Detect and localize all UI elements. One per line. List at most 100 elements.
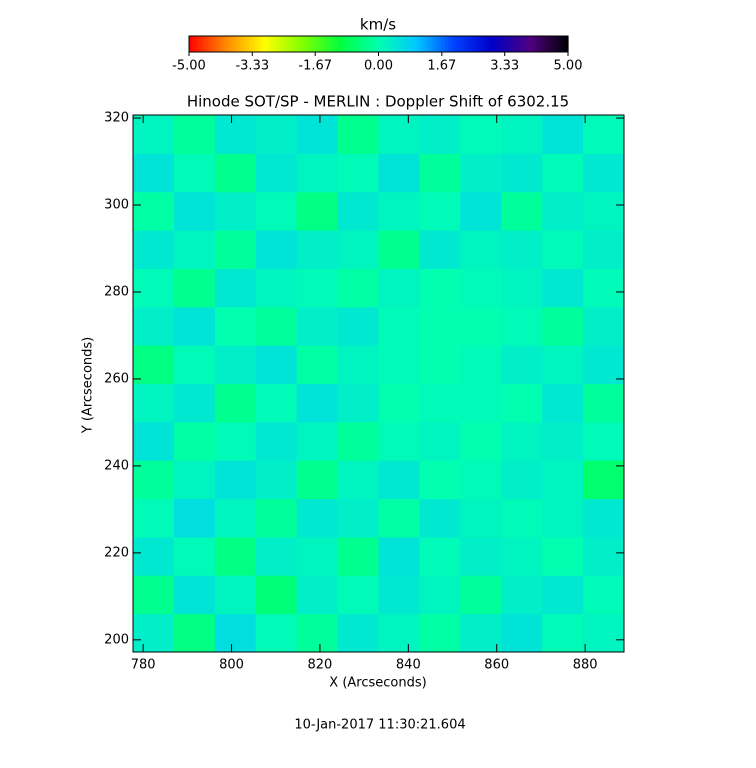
heatmap-cell — [542, 536, 584, 576]
heatmap-cell — [460, 306, 502, 346]
x-tick-label: 800 — [219, 658, 244, 673]
heatmap-cell — [460, 191, 502, 231]
x-tick-label: 860 — [484, 658, 509, 673]
colorbar-tick-label: -5.00 — [172, 59, 206, 74]
heatmap-cell — [173, 230, 216, 269]
colorbar-swatch — [451, 36, 455, 52]
heatmap-cell — [419, 153, 461, 193]
colorbar-swatch — [444, 36, 449, 52]
colorbar-swatch — [369, 36, 373, 52]
heatmap-cell — [214, 153, 257, 193]
heatmap-cell — [133, 191, 175, 231]
heatmap-cell — [583, 383, 625, 423]
colorbar-swatch — [207, 36, 212, 52]
heatmap-cell — [296, 536, 339, 576]
heatmap-cell — [296, 268, 339, 308]
colorbar-swatch — [466, 36, 471, 52]
colorbar-swatch — [327, 36, 332, 52]
x-tick-label: 840 — [396, 658, 421, 673]
heatmap-cell — [337, 421, 379, 461]
heatmap-cell — [255, 153, 298, 193]
heatmap-cell — [419, 498, 461, 538]
colorbar-swatch — [211, 36, 215, 52]
colorbar-swatch — [340, 36, 345, 52]
colorbar-swatch — [539, 36, 544, 52]
heatmap-cell — [542, 345, 584, 384]
heatmap-cell — [337, 460, 379, 500]
colorbar-swatch — [274, 36, 279, 52]
colorbar-swatch — [422, 36, 427, 52]
colorbar-swatch — [498, 36, 503, 52]
colorbar-tick-label: -3.33 — [235, 59, 269, 74]
heatmap-cell — [255, 268, 298, 308]
heatmap-cell — [501, 575, 543, 615]
heatmap-cell — [378, 498, 420, 538]
colorbar-swatch — [362, 36, 367, 52]
colorbar-swatch — [476, 36, 481, 52]
heatmap-cell — [460, 153, 502, 193]
heatmap-cell — [296, 460, 339, 500]
heatmap-cell — [255, 306, 298, 346]
heatmap-cell — [460, 115, 502, 154]
heatmap-cell — [378, 268, 420, 308]
heatmap-cell — [419, 230, 461, 269]
x-tick-label: 780 — [131, 658, 156, 673]
heatmap-cell — [296, 498, 339, 538]
heatmap-cell — [542, 268, 584, 308]
heatmap-cell — [501, 306, 543, 346]
heatmap-cell — [296, 421, 339, 461]
colorbar-swatch — [226, 36, 231, 52]
heatmap-cell — [255, 345, 298, 384]
colorbar-tick-label: 3.33 — [490, 59, 519, 74]
colorbar-swatch — [441, 36, 446, 52]
heatmap-cell — [419, 115, 461, 154]
colorbar-swatch — [264, 36, 269, 52]
colorbar-swatch — [492, 36, 496, 52]
colorbar-swatch — [470, 36, 474, 52]
heatmap-cell — [133, 613, 175, 653]
colorbar-swatch — [394, 36, 399, 52]
heatmap-cell — [255, 115, 298, 154]
colorbar-swatch — [365, 36, 370, 52]
colorbar-swatch — [312, 36, 316, 52]
heatmap-cell — [214, 498, 257, 538]
colorbar-tick-label: -1.67 — [298, 59, 332, 74]
heatmap-cell — [173, 421, 216, 461]
y-tick-label: 260 — [104, 371, 129, 386]
heatmap-cell — [337, 536, 379, 576]
heatmap-cell — [173, 306, 216, 346]
colorbar-swatch — [249, 36, 253, 52]
heatmap-cell — [583, 345, 625, 384]
colorbar-swatch — [286, 36, 291, 52]
heatmap-cell — [419, 575, 461, 615]
colorbar-swatch — [381, 36, 386, 52]
heatmap-cell — [296, 153, 339, 193]
colorbar-swatch — [517, 36, 522, 52]
heatmap-cell — [214, 575, 257, 615]
heatmap-cell — [337, 153, 379, 193]
heatmap-cell — [337, 498, 379, 538]
colorbar-swatch — [457, 36, 462, 52]
colorbar-swatch — [397, 36, 402, 52]
x-tick-label: 820 — [308, 658, 333, 673]
heatmap-cell — [583, 230, 625, 269]
colorbar-tick-label: 5.00 — [554, 59, 583, 74]
colorbar-swatch — [299, 36, 304, 52]
colorbar-swatch — [337, 36, 342, 52]
heatmap-cell — [214, 230, 257, 269]
heatmap-cell — [542, 460, 584, 500]
heatmap-cell — [501, 383, 543, 423]
heatmap-cell — [583, 536, 625, 576]
heatmap-cell — [583, 306, 625, 346]
heatmap-cell — [173, 345, 216, 384]
heatmap-cell — [255, 498, 298, 538]
plot-frame — [132, 114, 625, 653]
heatmap-cell — [133, 230, 175, 269]
colorbar-swatch — [429, 36, 433, 52]
heatmap-cell — [337, 191, 379, 231]
heatmap-cell — [542, 115, 584, 154]
heatmap-cell — [501, 230, 543, 269]
heatmap-cell — [583, 191, 625, 231]
heatmap-cell — [214, 613, 257, 653]
